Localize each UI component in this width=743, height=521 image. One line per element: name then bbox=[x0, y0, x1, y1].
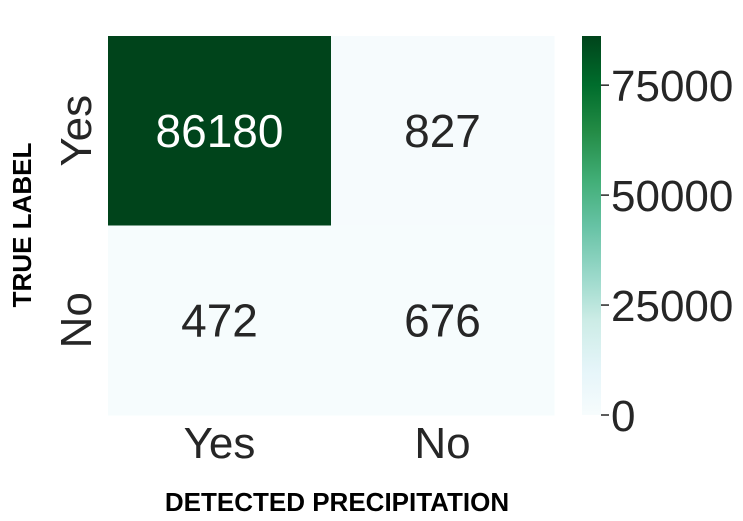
heatmap-cell bbox=[331, 225, 555, 416]
cell-value-label: 86180 bbox=[156, 105, 284, 157]
x-tick-label: Yes bbox=[184, 419, 256, 468]
x-axis-title: DETECTED PRECIPITATION bbox=[165, 487, 509, 517]
y-tick-label: No bbox=[52, 292, 101, 348]
heatmap-cell bbox=[108, 36, 332, 226]
cell-value-label: 472 bbox=[181, 294, 258, 346]
colorbar-tick-label: 50000 bbox=[611, 172, 733, 221]
colorbar-tick-label: 25000 bbox=[611, 282, 733, 331]
colorbar-tick-label: 0 bbox=[611, 392, 635, 441]
heatmap-cells bbox=[108, 36, 555, 416]
heatmap-cell bbox=[108, 225, 332, 416]
y-tick-label: Yes bbox=[52, 95, 101, 167]
heatmap-cell bbox=[331, 36, 555, 226]
colorbar bbox=[582, 36, 601, 415]
cell-value-label: 827 bbox=[404, 105, 481, 157]
y-axis-title: TRUE LABEL bbox=[7, 143, 37, 308]
y-tick-labels: Yes No bbox=[52, 95, 101, 349]
cell-value-label: 676 bbox=[404, 294, 481, 346]
cell-value-labels: 86180 827 472 676 bbox=[156, 105, 481, 347]
x-tick-labels: Yes No bbox=[184, 419, 471, 468]
x-tick-label: No bbox=[414, 419, 470, 468]
colorbar-tick-label: 75000 bbox=[611, 62, 733, 111]
colorbar-ticks: 0 25000 50000 75000 bbox=[601, 62, 733, 441]
